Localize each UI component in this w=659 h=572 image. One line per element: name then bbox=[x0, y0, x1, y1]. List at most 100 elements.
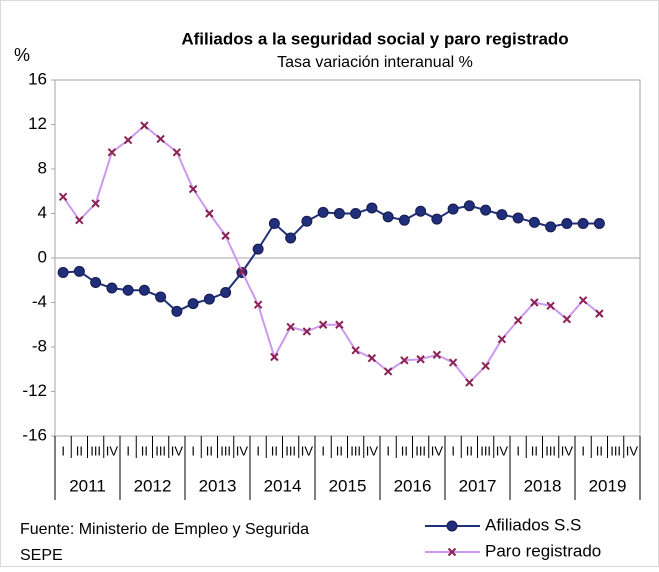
x-tick-label: I bbox=[581, 443, 585, 458]
marker bbox=[546, 301, 555, 311]
marker bbox=[496, 209, 508, 221]
year-label: 2016 bbox=[394, 476, 432, 495]
year-label: 2018 bbox=[524, 476, 562, 495]
marker bbox=[171, 305, 183, 317]
x-tick-label: IV bbox=[431, 443, 444, 458]
y-tick-label: -4 bbox=[32, 292, 47, 311]
marker bbox=[106, 282, 118, 294]
x-tick-label: I bbox=[126, 443, 130, 458]
marker bbox=[335, 320, 344, 329]
marker bbox=[285, 232, 297, 244]
series bbox=[57, 200, 605, 317]
x-tick-label: IV bbox=[496, 443, 509, 458]
marker bbox=[107, 148, 117, 157]
marker bbox=[252, 243, 264, 255]
x-tick-label: II bbox=[271, 443, 278, 458]
x-tick-label: IV bbox=[106, 443, 119, 458]
marker bbox=[431, 213, 443, 225]
y-tick-label: 4 bbox=[38, 203, 47, 222]
marker bbox=[188, 184, 198, 194]
x-tick-label: III bbox=[415, 443, 426, 458]
x-tick-label: II bbox=[336, 443, 343, 458]
x-tick-label: III bbox=[610, 443, 621, 458]
marker bbox=[172, 148, 182, 157]
x-tick-label: II bbox=[206, 443, 213, 458]
marker bbox=[220, 286, 232, 298]
y-tick-label: -12 bbox=[22, 381, 47, 400]
marker bbox=[528, 216, 540, 228]
marker bbox=[318, 320, 328, 329]
marker bbox=[561, 218, 573, 230]
marker bbox=[317, 206, 329, 218]
x-tick-label: IV bbox=[236, 443, 249, 458]
x-tick-label: I bbox=[191, 443, 195, 458]
marker bbox=[465, 378, 474, 387]
marker bbox=[123, 135, 133, 145]
marker bbox=[122, 284, 134, 296]
marker bbox=[140, 121, 149, 130]
marker bbox=[432, 350, 442, 359]
x-tick-label: I bbox=[386, 443, 390, 458]
x-tick-label: I bbox=[516, 443, 520, 458]
marker bbox=[333, 208, 345, 219]
line bbox=[62, 124, 601, 385]
x-tick-label: IV bbox=[561, 443, 574, 458]
x-tick-label: I bbox=[256, 443, 260, 458]
marker bbox=[400, 356, 409, 365]
marker bbox=[73, 265, 85, 277]
marker bbox=[302, 327, 312, 336]
x-tick-label: II bbox=[76, 443, 83, 458]
chart-subtitle: Tasa variación interanual % bbox=[277, 54, 473, 71]
marker bbox=[530, 298, 539, 307]
year-label: 2017 bbox=[459, 476, 497, 495]
x-tick-label: III bbox=[220, 443, 231, 458]
source-line: SEPE bbox=[20, 547, 63, 564]
year-label: 2015 bbox=[329, 476, 367, 495]
x-tick-label: III bbox=[155, 443, 166, 458]
marker bbox=[205, 209, 214, 218]
x-tick-label: IV bbox=[301, 443, 314, 458]
chart-title: Afiliados a la seguridad social y paro r… bbox=[181, 29, 568, 48]
legend-label: Afiliados S.S bbox=[485, 515, 581, 534]
marker bbox=[415, 205, 427, 217]
marker bbox=[593, 218, 605, 230]
legend-label: Paro registrado bbox=[485, 541, 601, 560]
marker bbox=[203, 293, 215, 305]
x-tick-label: III bbox=[480, 443, 491, 458]
y-tick-label: 12 bbox=[28, 114, 47, 133]
x-tick-label: IV bbox=[366, 443, 379, 458]
x-tick-label: IV bbox=[171, 443, 184, 458]
marker bbox=[447, 547, 457, 557]
x-tick-label: II bbox=[401, 443, 408, 458]
marker bbox=[350, 208, 362, 219]
year-label: 2011 bbox=[69, 476, 106, 495]
year-label: 2013 bbox=[199, 476, 237, 495]
series bbox=[58, 121, 604, 387]
year-label: 2019 bbox=[589, 476, 627, 495]
marker bbox=[301, 215, 313, 227]
marker bbox=[398, 214, 410, 226]
y-tick-label: -8 bbox=[32, 336, 47, 355]
y-tick-label: -16 bbox=[22, 425, 47, 444]
marker bbox=[75, 215, 84, 225]
marker bbox=[545, 221, 557, 233]
year-label: 2014 bbox=[264, 476, 302, 495]
x-tick-label: II bbox=[531, 443, 538, 458]
x-tick-label: III bbox=[90, 443, 101, 458]
x-tick-label: III bbox=[545, 443, 556, 458]
marker bbox=[448, 358, 458, 367]
y-axis-label: % bbox=[14, 45, 30, 65]
marker bbox=[58, 192, 68, 202]
marker bbox=[416, 355, 425, 364]
marker bbox=[57, 266, 69, 278]
x-tick-label: II bbox=[141, 443, 148, 458]
marker bbox=[383, 367, 393, 376]
marker bbox=[382, 211, 394, 223]
marker bbox=[138, 284, 150, 296]
x-tick-label: III bbox=[285, 443, 296, 458]
y-tick-label: 8 bbox=[38, 158, 47, 177]
marker bbox=[578, 296, 588, 305]
marker bbox=[221, 231, 230, 240]
marker bbox=[367, 353, 377, 363]
marker bbox=[155, 291, 167, 303]
